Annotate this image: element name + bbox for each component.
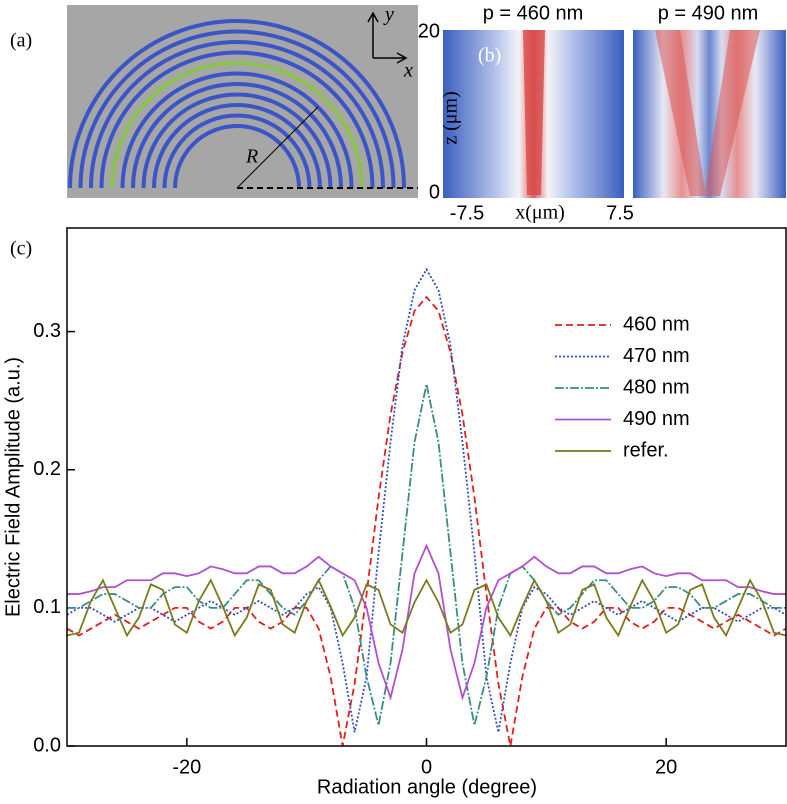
coordinate-arrows xyxy=(367,11,408,64)
series-line xyxy=(67,295,786,746)
ring xyxy=(89,40,385,189)
x-tick-label: 7.5 xyxy=(606,202,634,224)
beam-core xyxy=(523,30,545,195)
y-tick-label: 0.0 xyxy=(33,734,61,756)
beam-branches xyxy=(655,30,760,196)
ring xyxy=(110,61,364,189)
series-line xyxy=(67,267,786,733)
ring xyxy=(99,50,375,189)
ring xyxy=(162,113,312,189)
z-axis-label: z (μm) xyxy=(440,91,462,144)
y-tick-label: 0.3 xyxy=(33,320,61,342)
ring xyxy=(131,82,343,189)
ring xyxy=(141,92,333,189)
plot-area: 0.0 0.1 0.2 0.3 -20 0 20 460 nm 470 nm 480 nm 490 … xyxy=(33,227,787,778)
ring xyxy=(152,103,322,189)
legend-label: 480 nm xyxy=(623,376,690,398)
panel-label: (b) xyxy=(478,45,501,67)
grating-rings xyxy=(68,19,406,189)
legend-label: 460 nm xyxy=(623,313,690,335)
panel-label: (a) xyxy=(10,30,32,52)
map-title: p = 460 nm xyxy=(483,2,584,24)
panel-label: (c) xyxy=(10,238,32,260)
plot-frame xyxy=(66,227,787,747)
y-axis-title: Electric Field Amplitude (a.u.) xyxy=(2,357,24,617)
x-tick-label: -7.5 xyxy=(450,202,484,224)
radius-line xyxy=(236,106,319,189)
x-axis-label: x xyxy=(403,60,413,82)
x-tick-label: -20 xyxy=(172,756,201,778)
series-line xyxy=(67,383,786,726)
ring xyxy=(68,19,406,189)
y-axis-label: y xyxy=(383,4,394,26)
legend-label: refer. xyxy=(623,439,669,461)
z-tick-label: 0 xyxy=(429,181,440,203)
x-tick-label: 0 xyxy=(421,756,432,778)
legend: 460 nm 470 nm 480 nm 490 nm refer. xyxy=(555,313,690,461)
map-title: p = 490 nm xyxy=(658,2,759,24)
x-axis-title: Radiation angle (degree) xyxy=(317,776,537,798)
z-tick-label: 20 xyxy=(418,20,440,42)
y-tick-label: 0.2 xyxy=(33,458,61,480)
radius-label: R xyxy=(245,146,258,168)
ring xyxy=(173,124,301,189)
ring xyxy=(120,71,354,189)
series-line xyxy=(67,543,786,701)
legend-label: 470 nm xyxy=(623,345,690,367)
series-line xyxy=(67,578,786,638)
ring xyxy=(78,29,396,189)
y-tick-label: 0.1 xyxy=(33,596,61,618)
x-axis-label: x(μm) xyxy=(515,202,565,224)
x-tick-label: 20 xyxy=(655,756,677,778)
legend-label: 490 nm xyxy=(623,408,690,430)
